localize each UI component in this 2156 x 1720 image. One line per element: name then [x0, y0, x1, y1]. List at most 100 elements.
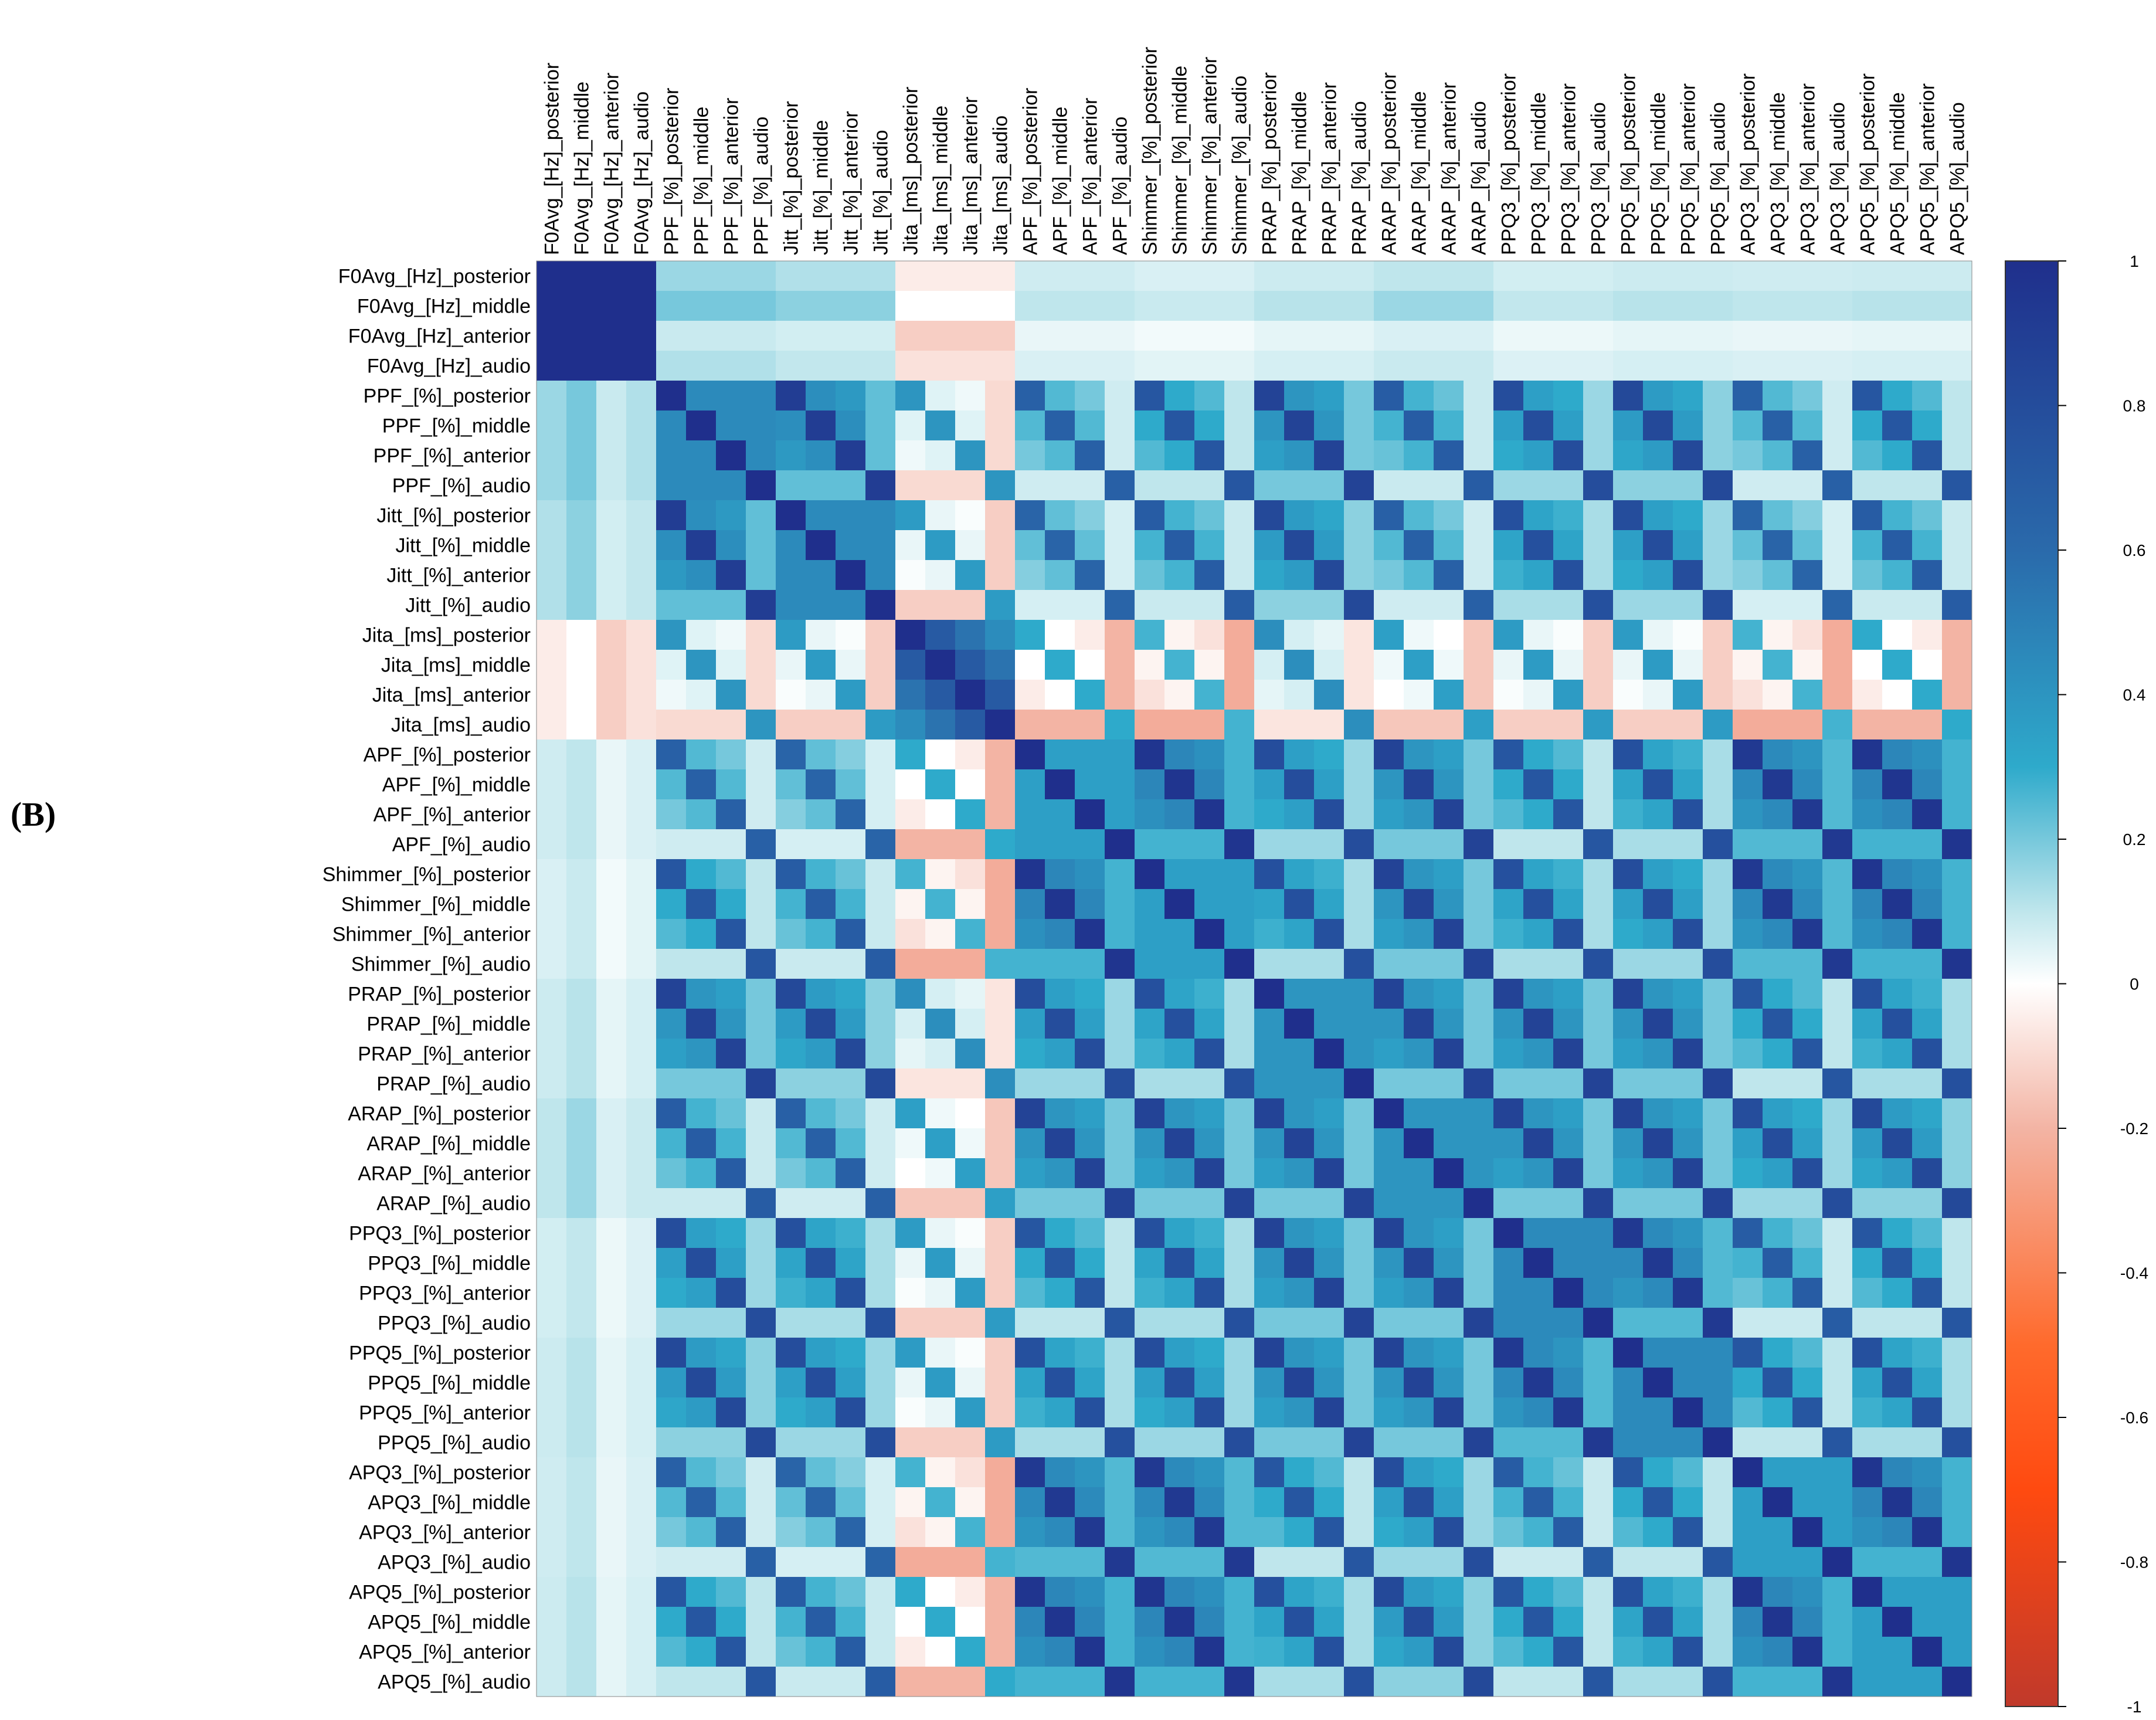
heatmap-cell	[1045, 500, 1075, 531]
heatmap-cell	[1075, 1308, 1105, 1338]
heatmap-cell	[1882, 889, 1913, 920]
heatmap-cell	[1822, 1158, 1853, 1189]
heatmap-cell	[1344, 530, 1374, 561]
heatmap-cell	[1852, 440, 1883, 471]
heatmap-cell	[1075, 1577, 1105, 1607]
heatmap-cell	[895, 1188, 926, 1219]
heatmap-cell	[1135, 440, 1165, 471]
heatmap-cell	[1673, 650, 1703, 680]
heatmap-cell	[1075, 470, 1105, 501]
heatmap-cell	[566, 560, 597, 591]
heatmap-cell	[1374, 440, 1404, 471]
heatmap-cell	[1105, 710, 1135, 740]
heatmap-cell	[1523, 291, 1554, 321]
heatmap-cell	[596, 1128, 627, 1159]
heatmap-cell	[1254, 1009, 1285, 1039]
heatmap-cell	[1254, 829, 1285, 860]
heatmap-cell	[1015, 1607, 1045, 1637]
heatmap-cell	[1194, 500, 1225, 531]
heatmap-cell	[1673, 440, 1703, 471]
heatmap-cell	[1254, 1218, 1285, 1249]
heatmap-cell	[1523, 1128, 1554, 1159]
heatmap-cell	[1464, 1068, 1494, 1099]
heatmap-cell	[1404, 1517, 1434, 1548]
heatmap-cell	[656, 1068, 687, 1099]
heatmap-cell	[1224, 321, 1255, 351]
heatmap-cell	[955, 680, 986, 710]
heatmap-cell	[1792, 440, 1823, 471]
heatmap-cell	[716, 500, 746, 531]
heatmap-cell	[955, 1009, 986, 1039]
heatmap-cell	[895, 1368, 926, 1398]
heatmap-cell	[1613, 590, 1644, 620]
heatmap-cell	[537, 1188, 567, 1219]
heatmap-cell	[955, 590, 986, 620]
heatmap-cell	[716, 949, 746, 979]
heatmap-cell	[537, 590, 567, 620]
heatmap-cell	[895, 500, 926, 531]
heatmap-cell	[1015, 440, 1045, 471]
heatmap-cell	[1045, 979, 1075, 1009]
heatmap-cell	[1912, 590, 1943, 620]
heatmap-cell	[1344, 650, 1374, 680]
heatmap-cell	[686, 261, 717, 291]
heatmap-cell	[836, 680, 866, 710]
heatmap-cell	[566, 1637, 597, 1667]
heatmap-cell	[596, 1397, 627, 1428]
column-label: PRAP_[%]_posterior	[1259, 72, 1281, 255]
heatmap-cell	[656, 739, 687, 770]
heatmap-cell	[1942, 1039, 1972, 1069]
colorbar-tick-label: 1	[2130, 252, 2139, 270]
row-label: Shimmer_[%]_audio	[351, 954, 531, 976]
heatmap-cell	[1404, 1607, 1434, 1637]
heatmap-cell	[1703, 440, 1733, 471]
heatmap-cell	[1613, 1517, 1644, 1548]
heatmap-cell	[1135, 291, 1165, 321]
heatmap-cell	[746, 1039, 776, 1069]
heatmap-cell	[1643, 381, 1673, 411]
heatmap-cell	[1284, 739, 1315, 770]
heatmap-cell	[1882, 1248, 1913, 1278]
heatmap-cell	[985, 321, 1016, 351]
heatmap-cell	[1822, 829, 1853, 860]
heatmap-cell	[626, 1667, 657, 1697]
heatmap-cell	[1493, 710, 1524, 740]
heatmap-cell	[1224, 799, 1255, 830]
heatmap-cell	[1583, 769, 1614, 800]
heatmap-cell	[1942, 859, 1972, 890]
heatmap-cell	[537, 1039, 567, 1069]
heatmap-cell	[1045, 829, 1075, 860]
heatmap-cell	[985, 1517, 1016, 1548]
heatmap-cell	[865, 620, 896, 650]
heatmap-cell	[806, 919, 836, 949]
heatmap-cell	[686, 1607, 717, 1637]
heatmap-cell	[537, 949, 567, 979]
heatmap-cell	[1493, 1577, 1524, 1607]
heatmap-cell	[1912, 650, 1943, 680]
heatmap-cell	[895, 1248, 926, 1278]
heatmap-cell	[537, 411, 567, 441]
heatmap-cell	[1493, 1308, 1524, 1338]
heatmap-cell	[1643, 739, 1673, 770]
heatmap-cell	[1493, 1248, 1524, 1278]
heatmap-cell	[1703, 1128, 1733, 1159]
heatmap-cell	[1882, 1068, 1913, 1099]
heatmap-cell	[596, 650, 627, 680]
heatmap-cell	[806, 381, 836, 411]
heatmap-cell	[895, 1338, 926, 1368]
heatmap-cell	[895, 261, 926, 291]
heatmap-cell	[1284, 889, 1315, 920]
heatmap-cell	[1434, 1098, 1464, 1129]
heatmap-cell	[836, 1667, 866, 1697]
heatmap-cell	[1553, 1248, 1584, 1278]
heatmap-cell	[1523, 1667, 1554, 1697]
heatmap-cell	[1404, 889, 1434, 920]
heatmap-cell	[1763, 1128, 1793, 1159]
heatmap-cell	[1643, 799, 1673, 830]
heatmap-cell	[746, 1667, 776, 1697]
heatmap-cell	[1135, 1577, 1165, 1607]
column-label: PPQ3_[%]_posterior	[1498, 73, 1520, 255]
heatmap-cell	[985, 1039, 1016, 1069]
heatmap-cell	[1822, 739, 1853, 770]
heatmap-cell	[656, 530, 687, 561]
